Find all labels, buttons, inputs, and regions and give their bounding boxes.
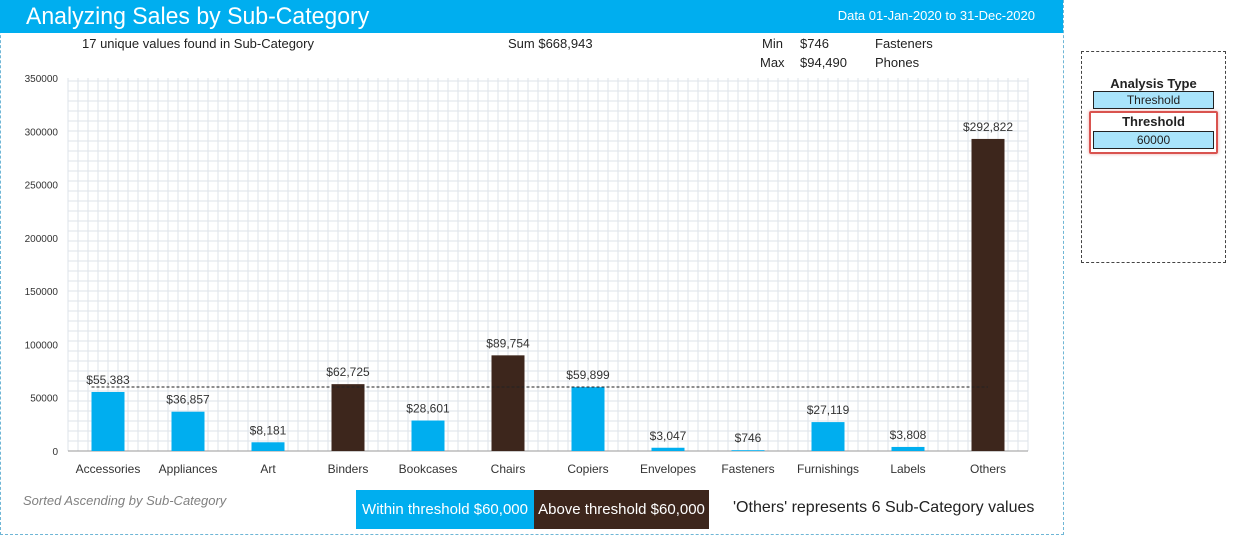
threshold-label: Threshold: [1122, 114, 1185, 129]
min-name: Fasteners: [875, 36, 933, 51]
analysis-controls-panel: Analysis Type Threshold Threshold 60000: [1081, 51, 1226, 263]
x-tick-label: Chairs: [491, 462, 526, 476]
threshold-input[interactable]: 60000: [1093, 131, 1214, 149]
x-tick-label: Bookcases: [399, 462, 458, 476]
bar-bookcases: [411, 420, 445, 451]
sort-note: Sorted Ascending by Sub-Category: [23, 493, 227, 508]
bar-binders: [331, 384, 365, 451]
x-tick-label: Appliances: [159, 462, 218, 476]
sales-bar-chart: 0 50000 100000 150000 200000 250000 300000 3500…: [25, 74, 1029, 476]
bar-envelopes: [651, 447, 685, 451]
data-label: $746: [735, 431, 762, 445]
analysis-type-field[interactable]: Threshold: [1093, 91, 1214, 109]
x-tick-label: Copiers: [567, 462, 608, 476]
bar-accessories: [91, 391, 125, 451]
bar-furnishings: [811, 422, 845, 451]
y-tick-label: 100000: [25, 340, 59, 351]
dashboard-panel: [0, 0, 1064, 535]
data-label: $3,047: [650, 429, 687, 443]
legend-within-threshold: Within threshold $60,000: [356, 490, 534, 529]
y-tick-label: 200000: [25, 234, 59, 245]
min-label: Min: [762, 36, 783, 51]
x-tick-label: Labels: [890, 462, 925, 476]
x-tick-label: Binders: [328, 462, 369, 476]
data-label: $62,725: [326, 365, 370, 379]
max-value: $94,490: [800, 55, 847, 70]
y-tick-label: 50000: [30, 394, 58, 405]
x-tick-label: Art: [260, 462, 276, 476]
x-tick-label: Furnishings: [797, 462, 859, 476]
data-label: $36,857: [166, 393, 210, 407]
x-tick-label: Fasteners: [721, 462, 774, 476]
min-value: $746: [800, 36, 829, 51]
x-tick-label: Others: [970, 462, 1006, 476]
data-label: $28,601: [406, 402, 450, 416]
y-tick-label: 250000: [25, 181, 59, 192]
y-tick-label: 0: [52, 447, 58, 458]
bar-labels: [891, 446, 925, 451]
bar-art: [251, 442, 285, 451]
title-bar: Analyzing Sales by Sub-Category Data 01-…: [0, 0, 1063, 33]
page-title: Analyzing Sales by Sub-Category: [26, 3, 370, 30]
data-label: $3,808: [890, 428, 927, 442]
bar-chairs: [491, 355, 525, 451]
y-tick-label: 300000: [25, 127, 59, 138]
data-label: $8,181: [250, 423, 287, 437]
x-tick-label: Accessories: [76, 462, 141, 476]
data-label: $292,822: [963, 120, 1013, 134]
date-range: Data 01-Jan-2020 to 31-Dec-2020: [837, 8, 1035, 23]
data-label: $59,899: [566, 368, 610, 382]
y-tick-label: 150000: [25, 287, 59, 298]
x-tick-label: Envelopes: [640, 462, 696, 476]
bar-fasteners: [731, 450, 765, 451]
data-label: $89,754: [486, 336, 530, 350]
sum-text: Sum $668,943: [508, 36, 593, 51]
bar-copiers: [571, 387, 605, 451]
y-tick-label: 350000: [25, 74, 59, 85]
analysis-type-label: Analysis Type: [1110, 76, 1197, 91]
bar-others: [971, 138, 1005, 451]
threshold-highlight: [1089, 111, 1218, 154]
others-note: 'Others' represents 6 Sub-Category value…: [733, 499, 1035, 516]
max-label: Max: [760, 55, 785, 70]
data-label: $27,119: [807, 403, 850, 417]
unique-values-text: 17 unique values found in Sub-Category: [82, 36, 314, 51]
data-label: $55,383: [86, 373, 130, 387]
bar-appliances: [171, 411, 205, 451]
max-name: Phones: [875, 55, 920, 70]
legend-above-threshold: Above threshold $60,000: [534, 490, 709, 529]
